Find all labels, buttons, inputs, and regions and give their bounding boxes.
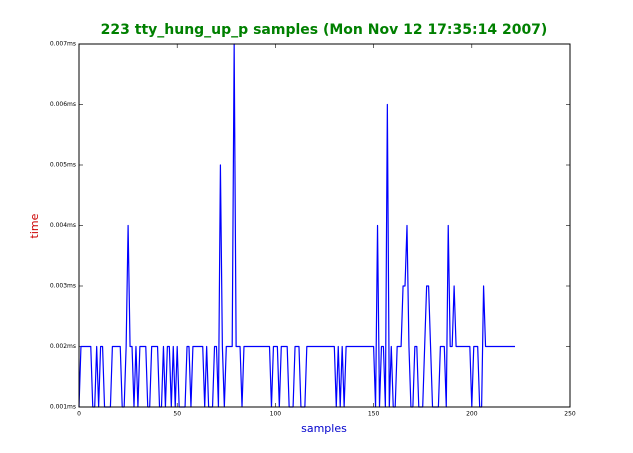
y-tick-label: 0.006ms (50, 101, 76, 108)
plot-frame (78, 43, 571, 408)
y-tick-label: 0.003ms (50, 283, 76, 290)
x-tick-label: 100 (270, 411, 282, 418)
data-line (78, 43, 516, 408)
y-tick-label: 0.005ms (50, 162, 76, 169)
y-tick-label: 0.001ms (50, 404, 76, 411)
y-tick-label: 0.002ms (50, 343, 76, 350)
x-tick-label: 0 (77, 411, 81, 418)
y-tick-label: 0.004ms (50, 222, 76, 229)
x-tick-label: 250 (564, 411, 576, 418)
x-axis-label: samples (301, 422, 347, 435)
x-tick-label: 150 (368, 411, 380, 418)
y-axis-label: time (28, 213, 41, 238)
x-tick-label: 50 (173, 411, 181, 418)
y-tick-label: 0.007ms (50, 41, 76, 48)
x-tick-label: 200 (466, 411, 478, 418)
chart-title: 223 tty_hung_up_p samples (Mon Nov 12 17… (101, 22, 548, 38)
